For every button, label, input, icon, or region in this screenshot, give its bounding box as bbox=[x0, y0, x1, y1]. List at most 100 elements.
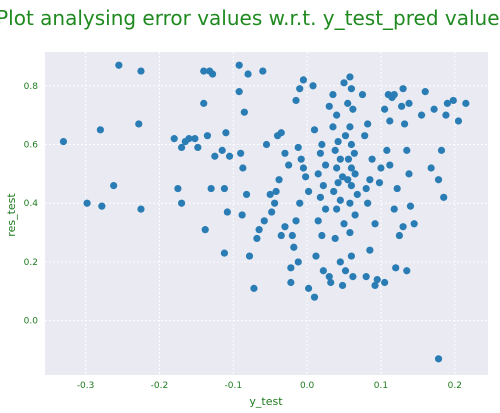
data-point bbox=[417, 111, 426, 119]
data-point bbox=[240, 108, 248, 116]
data-point bbox=[405, 99, 413, 107]
data-point bbox=[271, 199, 279, 207]
data-point bbox=[268, 208, 276, 216]
data-point bbox=[296, 85, 304, 93]
data-point bbox=[329, 123, 337, 131]
data-point bbox=[400, 120, 409, 128]
x-tick-label: 0.0 bbox=[300, 381, 315, 391]
data-point bbox=[292, 217, 300, 225]
data-point bbox=[275, 176, 283, 184]
data-points bbox=[59, 61, 470, 363]
data-point bbox=[368, 155, 376, 163]
data-point bbox=[347, 182, 356, 190]
data-point bbox=[321, 161, 330, 169]
data-point bbox=[288, 231, 296, 240]
data-point bbox=[309, 82, 317, 90]
data-point bbox=[373, 275, 381, 284]
data-point bbox=[310, 126, 319, 134]
y-tick-labels: 0.0 0.2 0.4 0.6 0.8 bbox=[24, 82, 39, 327]
data-point bbox=[375, 179, 384, 187]
data-point bbox=[334, 179, 342, 187]
data-point bbox=[211, 152, 219, 160]
data-point bbox=[287, 278, 295, 287]
data-point bbox=[351, 211, 359, 219]
data-point bbox=[390, 205, 398, 213]
x-tick-label: 0.2 bbox=[448, 381, 462, 391]
data-point bbox=[341, 132, 350, 140]
y-axis-label: res_test bbox=[5, 193, 18, 237]
data-point bbox=[383, 146, 391, 154]
y-tick-label: 0.4 bbox=[24, 199, 39, 209]
data-point bbox=[98, 202, 106, 210]
data-point bbox=[410, 220, 418, 228]
x-tick-label: -0.1 bbox=[224, 381, 242, 391]
data-point bbox=[318, 140, 326, 149]
data-point bbox=[225, 152, 234, 160]
data-point bbox=[244, 70, 252, 78]
data-point bbox=[200, 99, 208, 107]
data-point bbox=[194, 143, 202, 152]
data-point bbox=[287, 264, 295, 272]
data-point bbox=[398, 102, 406, 110]
data-point bbox=[366, 246, 374, 254]
data-point bbox=[253, 234, 261, 243]
data-point bbox=[421, 88, 429, 96]
data-point bbox=[299, 76, 308, 84]
data-point bbox=[316, 149, 324, 157]
data-point bbox=[296, 199, 304, 207]
data-point bbox=[321, 205, 330, 213]
data-point bbox=[304, 284, 313, 292]
data-point bbox=[325, 102, 333, 110]
data-point bbox=[362, 184, 370, 193]
data-point bbox=[442, 111, 450, 119]
data-point bbox=[336, 196, 344, 204]
data-point bbox=[443, 99, 451, 107]
data-point bbox=[371, 220, 379, 228]
data-point bbox=[310, 293, 319, 301]
data-point bbox=[209, 70, 217, 78]
data-point bbox=[260, 217, 268, 225]
data-point bbox=[290, 243, 298, 251]
data-point bbox=[177, 143, 186, 152]
data-point bbox=[338, 281, 347, 290]
x-axis-label: y_test bbox=[249, 395, 283, 408]
data-point bbox=[361, 132, 369, 140]
data-point bbox=[302, 173, 310, 181]
data-point bbox=[59, 137, 68, 146]
data-point bbox=[327, 278, 335, 287]
data-point bbox=[281, 149, 289, 157]
data-point bbox=[222, 129, 230, 137]
data-point bbox=[371, 281, 379, 290]
data-point bbox=[331, 146, 339, 154]
data-point bbox=[353, 190, 361, 199]
data-point bbox=[333, 164, 341, 172]
data-point bbox=[299, 164, 308, 172]
data-point bbox=[223, 208, 231, 216]
data-point bbox=[285, 161, 293, 169]
data-point bbox=[220, 249, 229, 257]
data-point bbox=[200, 67, 208, 75]
data-point bbox=[262, 140, 271, 149]
data-point bbox=[238, 211, 246, 219]
data-point bbox=[399, 85, 407, 93]
data-point bbox=[272, 187, 280, 196]
data-point bbox=[334, 137, 342, 146]
data-point bbox=[362, 273, 370, 281]
data-point bbox=[390, 90, 398, 99]
data-point bbox=[277, 231, 285, 240]
data-point bbox=[381, 105, 389, 113]
data-point bbox=[319, 267, 327, 275]
data-point bbox=[174, 184, 182, 193]
data-point bbox=[331, 234, 339, 243]
data-point bbox=[96, 126, 104, 134]
data-point bbox=[403, 146, 411, 154]
x-tick-label: -0.3 bbox=[77, 381, 95, 391]
data-point bbox=[294, 143, 302, 152]
data-point bbox=[329, 90, 337, 99]
data-point bbox=[344, 155, 353, 163]
data-point bbox=[294, 258, 302, 266]
data-point bbox=[350, 149, 358, 157]
y-tick-label: 0.0 bbox=[24, 317, 39, 327]
data-point bbox=[344, 176, 352, 184]
data-point bbox=[340, 220, 348, 228]
